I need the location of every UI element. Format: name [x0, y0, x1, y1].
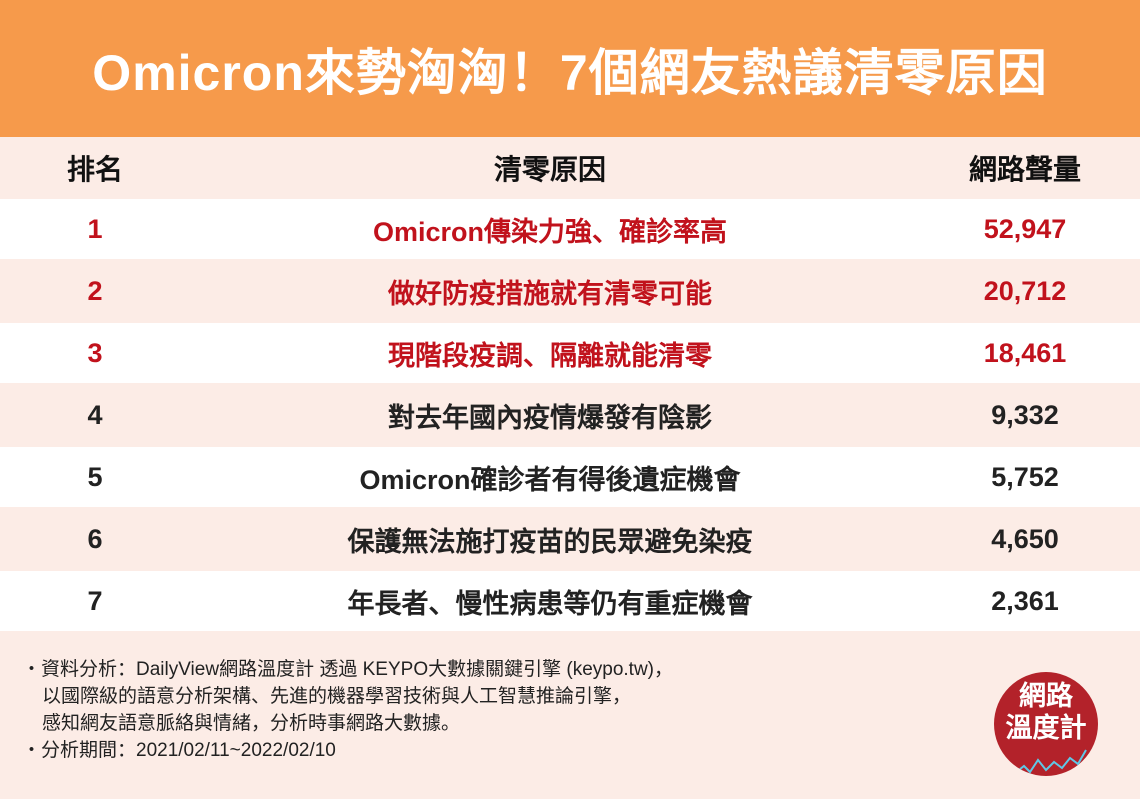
volume-cell: 2,361 [991, 585, 1059, 616]
footer-line: ・資料分析：DailyView網路溫度計 透過 KEYPO大數據關鍵引擎 (ke… [22, 659, 674, 680]
row-divider [0, 259, 1140, 261]
table-row: 2 做好防疫措施就有清零可能 20,712 [0, 261, 1140, 321]
reason-cell: 現階段疫調、隔離就能清零 [388, 340, 712, 371]
row-divider [0, 445, 1140, 447]
table-row: 3 現階段疫調、隔離就能清零 18,461 [0, 323, 1140, 383]
reason-cell: 保護無法施打疫苗的民眾避免染疫 [347, 526, 753, 557]
footer-line: 感知網友語意脈絡與情緒，分析時事網路大數據。 [42, 713, 461, 734]
volume-cell: 9,332 [991, 399, 1059, 430]
header-rank: 排名 [66, 154, 123, 185]
table-header: 排名 清零原因 網路聲量 [0, 137, 1140, 199]
table-row: 4 對去年國內疫情爆發有陰影 9,332 [0, 385, 1140, 445]
rank-cell: 4 [87, 399, 103, 430]
row-divider [0, 569, 1140, 571]
volume-cell: 4,650 [991, 523, 1059, 554]
table-row: 6 保護無法施打疫苗的民眾避免染疫 4,650 [0, 509, 1140, 569]
volume-cell: 18,461 [983, 337, 1067, 368]
reason-cell: 年長者、慢性病患等仍有重症機會 [347, 588, 753, 619]
rank-cell: 7 [87, 585, 103, 616]
row-divider [0, 321, 1140, 323]
table-row: 7 年長者、慢性病患等仍有重症機會 2,361 [0, 571, 1140, 631]
footer-line: 以國際級的語意分析架構、先進的機器學習技術與人工智慧推論引擎， [42, 686, 632, 707]
row-divider [0, 507, 1140, 509]
table-row: 5 Omicron確診者有得後遺症機會 5,752 [0, 447, 1140, 507]
rank-cell: 5 [87, 461, 103, 492]
volume-cell: 52,947 [983, 213, 1067, 244]
logo-text: 溫度計 [1005, 713, 1087, 743]
page-title: Omicron來勢洶洶！7個網友熱議清零原因 [0, 0, 1140, 137]
logo-text: 網路 [1019, 681, 1073, 711]
reason-cell: Omicron確診者有得後遺症機會 [359, 464, 741, 495]
rank-cell: 2 [87, 275, 103, 306]
table-row: 1 Omicron傳染力強、確診率高 52,947 [0, 199, 1140, 259]
volume-cell: 5,752 [991, 461, 1059, 492]
reason-cell: 做好防疫措施就有清零可能 [388, 278, 712, 309]
wave-icon [1013, 749, 1087, 775]
rank-cell: 6 [87, 523, 103, 554]
rank-cell: 3 [87, 337, 103, 368]
table-body: 1 Omicron傳染力強、確診率高 52,947 2 做好防疫措施就有清零可能 20,7… [0, 199, 1140, 633]
footer-notes: ・資料分析：DailyView網路溫度計 透過 KEYPO大數據關鍵引擎 (ke… [22, 656, 673, 764]
row-divider [0, 383, 1140, 385]
reason-cell: 對去年國內疫情爆發有陰影 [388, 402, 712, 433]
row-divider [0, 631, 1140, 633]
volume-cell: 20,712 [983, 275, 1067, 306]
logo: 網路 溫度計 [994, 672, 1098, 776]
reason-cell: Omicron傳染力強、確診率高 [372, 216, 728, 247]
header-volume: 網路聲量 [968, 154, 1081, 185]
rank-cell: 1 [87, 213, 103, 244]
header-reason: 清零原因 [493, 154, 606, 185]
footer-line: ・分析期間：2021/02/11~2022/02/10 [22, 740, 336, 761]
